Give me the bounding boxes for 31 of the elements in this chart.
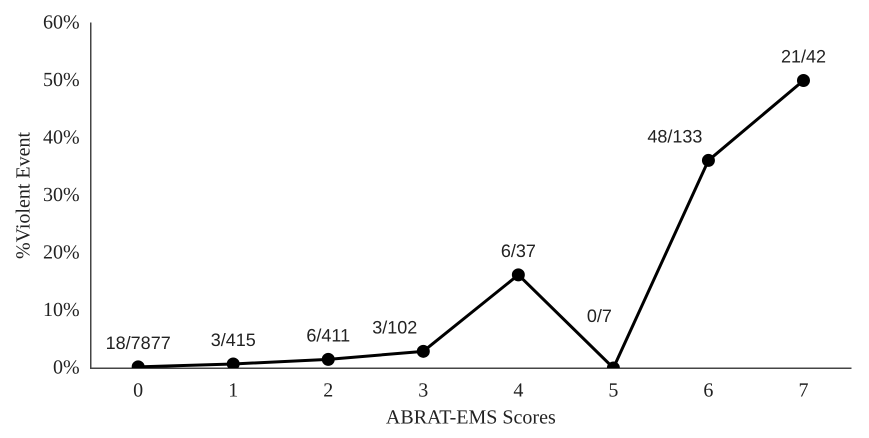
data-label: 3/102 <box>372 317 418 338</box>
x-tick-label: 1 <box>228 379 238 402</box>
data-label: 6/411 <box>306 325 350 346</box>
point <box>226 357 240 368</box>
x-tick-label: 7 <box>798 379 808 402</box>
y-tick-label: 50% <box>42 68 80 91</box>
x-tick-label: 2 <box>323 379 334 402</box>
x-tick-label: 0 <box>133 379 144 402</box>
point <box>796 74 810 87</box>
x-tick-label: 5 <box>608 379 618 402</box>
point <box>322 352 335 366</box>
x-axis-title: ABRAT-EMS Scores <box>386 406 556 428</box>
point <box>512 268 525 282</box>
data-label: 18/7877 <box>106 332 171 353</box>
y-tick-label: 0% <box>52 356 80 378</box>
data-label: 0/7 <box>586 306 612 326</box>
y-tick-label: 40% <box>42 126 80 148</box>
data-label: 6/37 <box>500 240 536 261</box>
point <box>416 344 430 358</box>
y-tick-label: 30% <box>42 184 80 206</box>
y-axis-title: %Violent Event <box>12 132 34 260</box>
x-tick-label: 3 <box>418 379 428 402</box>
y-tick-label: 60% <box>42 11 80 34</box>
y-tick-label: 10% <box>42 298 80 321</box>
data-label: 21/42 <box>780 46 826 66</box>
data-label: 48/133 <box>647 126 702 146</box>
point <box>702 154 715 167</box>
x-tick-label: 6 <box>703 379 714 402</box>
data-label: 3/415 <box>210 330 256 350</box>
y-tick-label: 20% <box>42 241 80 264</box>
x-tick-label: 4 <box>513 379 524 402</box>
